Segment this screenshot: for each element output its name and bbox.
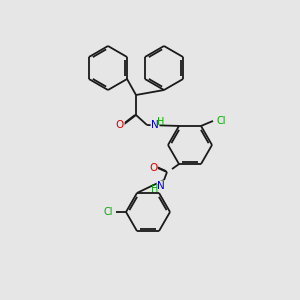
Text: Cl: Cl (103, 207, 113, 217)
Text: H: H (157, 117, 165, 127)
Text: Cl: Cl (216, 116, 226, 126)
Text: O: O (116, 120, 124, 130)
Text: N: N (157, 181, 165, 191)
Text: O: O (149, 163, 157, 173)
Text: N: N (151, 120, 159, 130)
Text: H: H (151, 184, 159, 194)
